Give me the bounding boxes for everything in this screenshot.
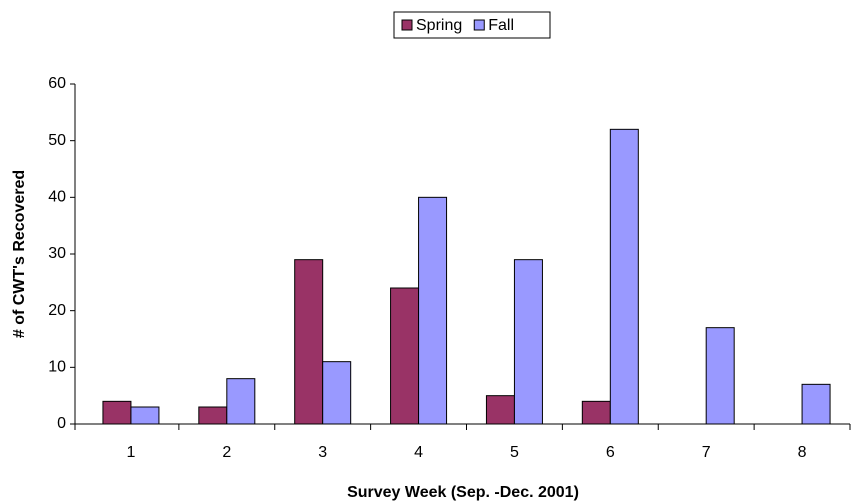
y-tick-label: 10 [48,359,66,376]
x-tick-label: 7 [702,444,711,461]
bar [226,378,256,425]
legend-swatch [473,19,485,31]
x-tick-label: 3 [318,444,327,461]
bar [390,287,420,425]
x-tick-label: 6 [606,444,615,461]
bar [198,406,228,425]
y-tick-label: 30 [48,245,66,262]
bar [609,128,639,425]
bar [485,395,515,425]
legend-label: Spring [416,17,462,34]
bar [418,196,448,425]
x-axis-title: Survey Week (Sep. -Dec. 2001) [347,484,579,501]
x-tick-label: 8 [798,444,807,461]
y-tick-label: 40 [48,189,66,206]
bar [102,400,132,425]
bar [322,361,352,425]
x-tick-label: 2 [222,444,231,461]
y-tick-label: 20 [48,302,66,319]
y-tick-label: 0 [57,415,66,432]
x-tick-label: 4 [414,444,423,461]
bar [513,259,543,425]
y-axis-title: # of CWT's Recovered [11,170,28,338]
y-tick-label: 50 [48,132,66,149]
x-tick-label: 5 [510,444,519,461]
legend-label: Fall [488,17,514,34]
legend-swatch [401,19,413,31]
bar [801,383,831,425]
y-tick-label: 60 [48,75,66,92]
x-tick-label: 1 [126,444,135,461]
bar [130,406,160,425]
bar [581,400,611,425]
bar [294,259,324,425]
legend-box [393,11,551,39]
bar [705,327,735,425]
